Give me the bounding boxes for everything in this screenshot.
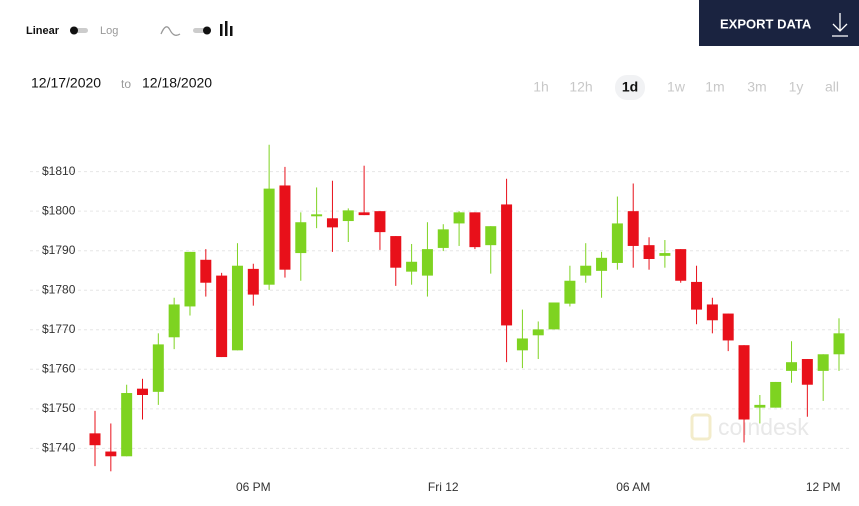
candle-body: [231, 265, 243, 351]
watermark-logo: [690, 413, 712, 441]
scale-log[interactable]: Log: [100, 25, 118, 37]
export-icon[interactable]: [832, 13, 848, 37]
candle-body: [770, 381, 782, 408]
range-active-bg[interactable]: [615, 75, 645, 100]
candle-body: [105, 451, 117, 457]
x-tick-label: 06 PM: [236, 480, 271, 494]
candle-body: [501, 204, 513, 326]
candle-body: [817, 354, 829, 371]
candle-body: [437, 229, 449, 248]
candle-body: [342, 210, 354, 222]
x-tick-label: 06 AM: [616, 480, 650, 494]
y-tick-label: $1780: [42, 282, 76, 296]
candle-body: [754, 404, 766, 408]
range-button[interactable]: 1w: [667, 79, 686, 95]
candle-body: [89, 433, 101, 446]
x-tick-label: Fri 12: [428, 480, 459, 494]
candle-body: [532, 329, 544, 336]
candle-body: [152, 344, 164, 392]
export-button[interactable]: [699, 0, 859, 46]
y-tick-label: $1790: [42, 243, 76, 257]
candle-body: [659, 253, 671, 256]
candle-body: [706, 304, 718, 321]
candle-body: [168, 304, 180, 338]
candle-body: [406, 261, 418, 272]
candle-body: [833, 333, 845, 355]
y-tick-label: $1740: [42, 441, 76, 455]
date-from[interactable]: 12/17/2020: [31, 75, 101, 91]
candle-body: [675, 249, 687, 281]
watermark: coindesk: [718, 414, 809, 440]
range-button[interactable]: 1d: [622, 79, 638, 95]
x-tick-label: 12 PM: [806, 480, 841, 494]
candle-body: [247, 268, 259, 295]
candle-body: [596, 257, 608, 271]
candle-body: [326, 218, 338, 228]
candle-body: [691, 281, 703, 310]
scale-linear[interactable]: Linear: [26, 25, 60, 37]
candle-body: [627, 211, 639, 246]
candle-body: [184, 251, 196, 307]
y-tick-label: $1750: [42, 401, 76, 415]
range-button[interactable]: all: [825, 79, 839, 95]
range-button[interactable]: 1h: [533, 79, 549, 95]
type-toggle-knob[interactable]: [203, 26, 211, 35]
range-button[interactable]: 12h: [569, 79, 592, 95]
date-sep: to: [121, 77, 131, 91]
candle-body: [295, 222, 307, 254]
y-tick-label: $1800: [42, 203, 76, 217]
scale-toggle-knob[interactable]: [70, 26, 78, 35]
candle-body: [786, 362, 798, 371]
range-button[interactable]: 1y: [789, 79, 804, 95]
candle-body: [564, 280, 576, 304]
candle-body: [469, 212, 481, 248]
candle-body: [643, 245, 655, 259]
candle-icon[interactable]: [220, 21, 233, 36]
export-label[interactable]: EXPORT DATA: [720, 16, 812, 31]
candle-body: [580, 265, 592, 276]
candle-body: [453, 212, 465, 224]
date-to[interactable]: 12/18/2020: [142, 75, 212, 91]
candle-body: [485, 226, 497, 246]
line-icon[interactable]: [160, 26, 181, 36]
y-tick-label: $1770: [42, 322, 76, 336]
candle-body: [200, 259, 212, 283]
candle-body: [136, 388, 148, 395]
candle-body: [374, 211, 386, 233]
candle-body: [263, 188, 275, 285]
candle-body: [738, 345, 750, 420]
candle-body: [279, 185, 291, 270]
candle-body: [516, 338, 528, 351]
candle-body: [358, 212, 370, 216]
candle-body: [311, 214, 323, 217]
candle-body: [216, 275, 228, 358]
candle-body: [801, 359, 813, 385]
candle-body: [722, 313, 734, 341]
candle-body: [611, 223, 623, 263]
candle-body: [421, 249, 433, 276]
y-tick-label: $1760: [42, 361, 76, 375]
candle-body: [390, 236, 402, 268]
candle-body: [548, 302, 560, 330]
range-button[interactable]: 3m: [747, 79, 766, 95]
y-tick-label: $1810: [42, 164, 76, 178]
candle-body: [121, 393, 133, 457]
range-button[interactable]: 1m: [705, 79, 724, 95]
